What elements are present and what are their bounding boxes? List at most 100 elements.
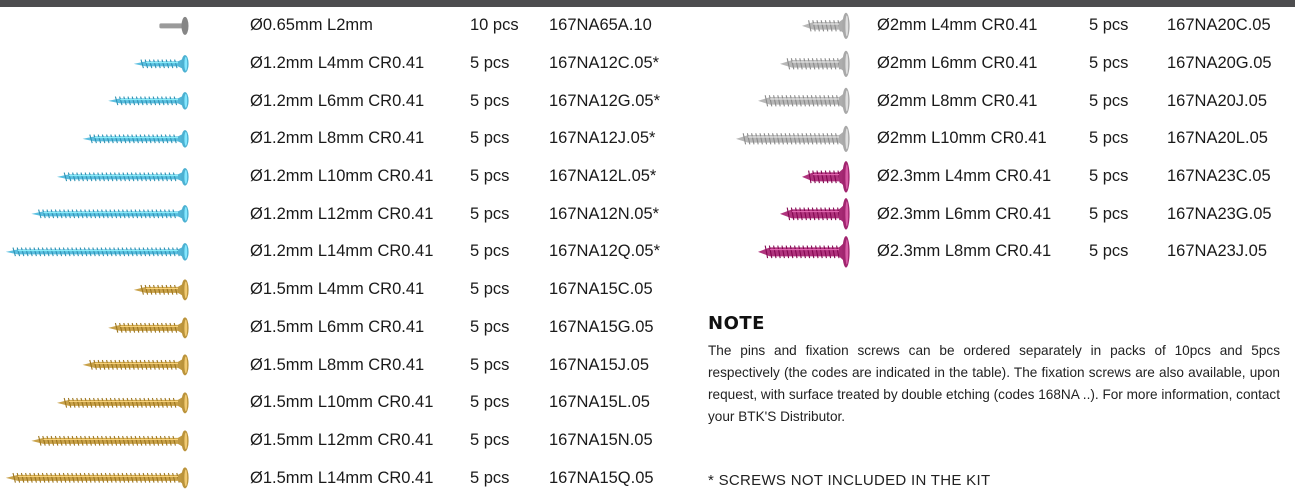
- product-code: 167NA12J.05*: [549, 129, 656, 148]
- table-row: Ø1.2mm L14mm CR0.41 5 pcs 167NA12Q.05*: [0, 233, 690, 271]
- screw-icon: [0, 384, 190, 422]
- table-row: Ø1.2mm L8mm CR0.41 5 pcs 167NA12J.05*: [0, 120, 690, 158]
- pack-quantity: 5 pcs: [470, 393, 510, 412]
- pack-quantity: 5 pcs: [470, 54, 510, 73]
- note-section: NOTE The pins and fixation screws can be…: [708, 313, 1280, 428]
- screw-description: Ø1.2mm L8mm CR0.41: [250, 129, 425, 148]
- product-code: 167NA23G.05: [1167, 204, 1272, 223]
- screw-description: Ø1.2mm L14mm CR0.41: [250, 242, 434, 261]
- top-bar: [0, 0, 1295, 7]
- table-row: Ø1.2mm L6mm CR0.41 5 pcs 167NA12G.05*: [0, 82, 690, 120]
- pack-quantity: 5 pcs: [1089, 16, 1129, 35]
- screw-description: Ø1.2mm L10mm CR0.41: [250, 167, 434, 186]
- product-code: 167NA20G.05: [1167, 54, 1272, 73]
- screw-icon: [0, 422, 190, 460]
- product-code: 167NA15G.05: [549, 317, 654, 336]
- screw-description: Ø2.3mm L6mm CR0.41: [877, 204, 1052, 223]
- product-code: 167NA12N.05*: [549, 204, 660, 223]
- table-row: Ø1.5mm L14mm CR0.41 5 pcs 167NA15Q.05: [0, 459, 690, 497]
- product-code: 167NA15C.05: [549, 280, 653, 299]
- screw-icon: [700, 233, 850, 271]
- product-code: 167NA20C.05: [1167, 16, 1271, 35]
- product-code: 167NA20L.05: [1167, 129, 1268, 148]
- screw-description: Ø2.3mm L8mm CR0.41: [877, 242, 1052, 261]
- pack-quantity: 5 pcs: [1089, 91, 1129, 110]
- screw-description: Ø1.5mm L14mm CR0.41: [250, 468, 434, 487]
- table-row: Ø1.2mm L10mm CR0.41 5 pcs 167NA12L.05*: [0, 158, 690, 196]
- screw-description: Ø1.5mm L10mm CR0.41: [250, 393, 434, 412]
- screw-icon: [0, 45, 190, 83]
- screw-icon: [0, 158, 190, 196]
- screw-icon: [700, 82, 850, 120]
- product-code: 167NA23C.05: [1167, 167, 1271, 186]
- product-code: 167NA23J.05: [1167, 242, 1267, 261]
- pack-quantity: 5 pcs: [470, 242, 510, 261]
- table-row: Ø1.5mm L4mm CR0.41 5 pcs 167NA15C.05: [0, 271, 690, 309]
- screw-description: Ø1.2mm L6mm CR0.41: [250, 91, 425, 110]
- screw-description: Ø2mm L4mm CR0.41: [877, 16, 1038, 35]
- pack-quantity: 5 pcs: [1089, 54, 1129, 73]
- pack-quantity: 5 pcs: [470, 91, 510, 110]
- screw-icon: [0, 346, 190, 384]
- screw-icon: [700, 195, 850, 233]
- footnote: * SCREWS NOT INCLUDED IN THE KIT: [708, 472, 991, 489]
- screw-description: Ø1.5mm L6mm CR0.41: [250, 317, 425, 336]
- product-code: 167NA15N.05: [549, 430, 653, 449]
- screw-description: Ø1.2mm L4mm CR0.41: [250, 54, 425, 73]
- screw-icon: [0, 233, 190, 271]
- table-row: Ø1.5mm L8mm CR0.41 5 pcs 167NA15J.05: [0, 346, 690, 384]
- table-row: Ø2.3mm L8mm CR0.41 5 pcs 167NA23J.05: [700, 233, 1295, 271]
- table-row: Ø1.5mm L10mm CR0.41 5 pcs 167NA15L.05: [0, 384, 690, 422]
- pack-quantity: 5 pcs: [470, 167, 510, 186]
- product-code: 167NA12Q.05*: [549, 242, 660, 261]
- pack-quantity: 10 pcs: [470, 16, 519, 35]
- screw-icon: [0, 82, 190, 120]
- screw-icon: [700, 7, 850, 45]
- table-row: Ø1.2mm L12mm CR0.41 5 pcs 167NA12N.05*: [0, 195, 690, 233]
- screw-icon: [0, 120, 190, 158]
- table-row: Ø1.2mm L4mm CR0.41 5 pcs 167NA12C.05*: [0, 45, 690, 83]
- table-row: Ø2mm L6mm CR0.41 5 pcs 167NA20G.05: [700, 45, 1295, 83]
- screw-icon: [0, 309, 190, 347]
- screw-icon: [700, 120, 850, 158]
- table-row: Ø2mm L8mm CR0.41 5 pcs 167NA20J.05: [700, 82, 1295, 120]
- pack-quantity: 5 pcs: [1089, 167, 1129, 186]
- table-row: Ø2mm L10mm CR0.41 5 pcs 167NA20L.05: [700, 120, 1295, 158]
- pack-quantity: 5 pcs: [470, 355, 510, 374]
- product-code: 167NA12G.05*: [549, 91, 660, 110]
- table-row: Ø1.5mm L6mm CR0.41 5 pcs 167NA15G.05: [0, 309, 690, 347]
- pack-quantity: 5 pcs: [1089, 129, 1129, 148]
- screw-description: Ø2.3mm L4mm CR0.41: [877, 167, 1052, 186]
- table-row: Ø1.5mm L12mm CR0.41 5 pcs 167NA15N.05: [0, 422, 690, 460]
- note-title: NOTE: [708, 313, 765, 334]
- screw-description: Ø1.2mm L12mm CR0.41: [250, 204, 434, 223]
- product-code: 167NA15Q.05: [549, 468, 654, 487]
- pack-quantity: 5 pcs: [470, 430, 510, 449]
- screw-description: Ø2mm L6mm CR0.41: [877, 54, 1038, 73]
- pin-icon: [0, 7, 190, 45]
- screw-icon: [0, 459, 190, 497]
- pack-quantity: 5 pcs: [470, 468, 510, 487]
- screw-description: Ø1.5mm L12mm CR0.41: [250, 430, 434, 449]
- pack-quantity: 5 pcs: [1089, 204, 1129, 223]
- pack-quantity: 5 pcs: [470, 317, 510, 336]
- pack-quantity: 5 pcs: [470, 204, 510, 223]
- note-body: The pins and fixation screws can be orde…: [708, 343, 1280, 424]
- screw-table-left: Ø0.65mm L2mm 10 pcs 167NA65A.10 Ø1.2mm L4mm…: [0, 7, 690, 497]
- pack-quantity: 5 pcs: [1089, 242, 1129, 261]
- screw-description: Ø2mm L10mm CR0.41: [877, 129, 1047, 148]
- product-code: 167NA65A.10: [549, 16, 652, 35]
- product-code: 167NA20J.05: [1167, 91, 1267, 110]
- product-code: 167NA15L.05: [549, 393, 650, 412]
- screw-icon: [700, 158, 850, 196]
- screw-description: Ø0.65mm L2mm: [250, 16, 373, 35]
- screw-description: Ø1.5mm L8mm CR0.41: [250, 355, 425, 374]
- screw-description: Ø2mm L8mm CR0.41: [877, 91, 1038, 110]
- product-code: 167NA15J.05: [549, 355, 649, 374]
- table-row: Ø2.3mm L4mm CR0.41 5 pcs 167NA23C.05: [700, 158, 1295, 196]
- pack-quantity: 5 pcs: [470, 129, 510, 148]
- table-row: Ø0.65mm L2mm 10 pcs 167NA65A.10: [0, 7, 690, 45]
- product-code: 167NA12C.05*: [549, 54, 660, 73]
- table-row: Ø2mm L4mm CR0.41 5 pcs 167NA20C.05: [700, 7, 1295, 45]
- product-code: 167NA12L.05*: [549, 167, 657, 186]
